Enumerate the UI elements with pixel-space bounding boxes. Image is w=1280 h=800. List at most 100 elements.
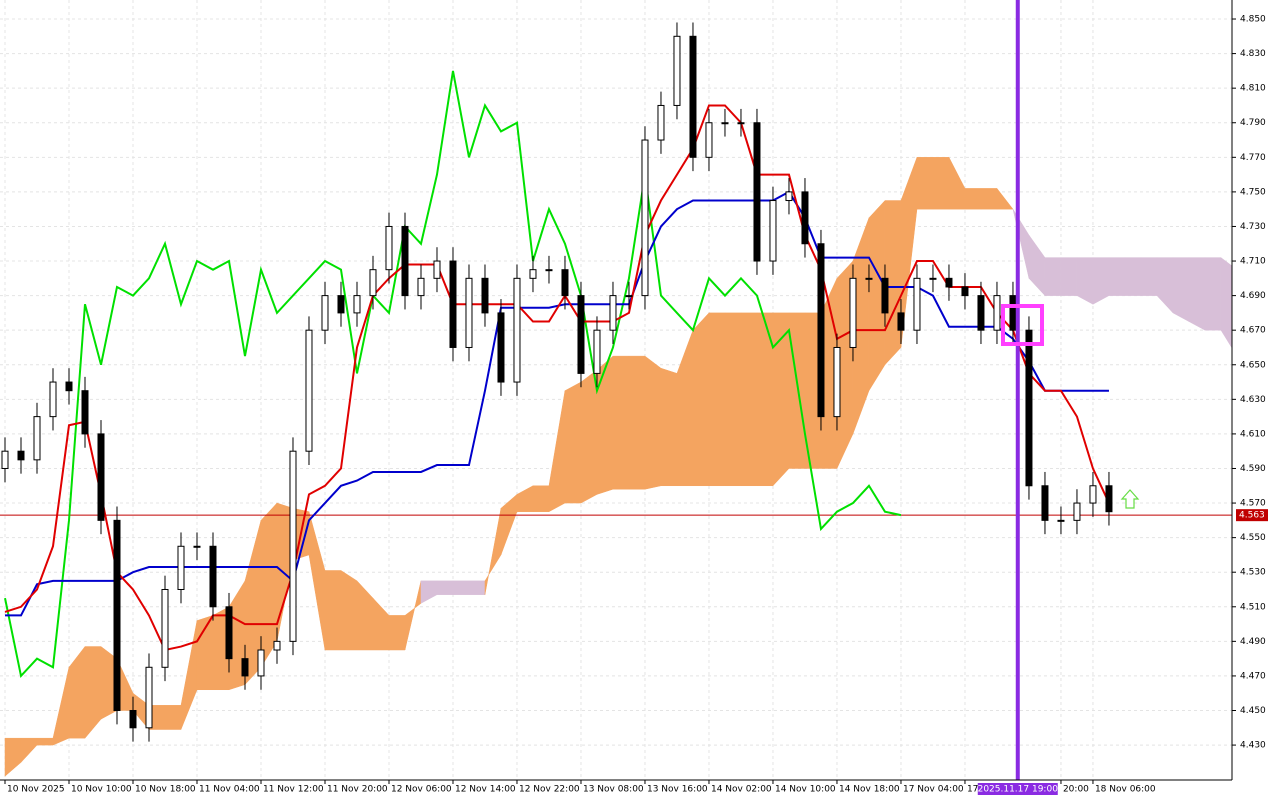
candle-body <box>609 295 617 331</box>
candle-body <box>209 545 217 608</box>
candle-body <box>289 450 297 642</box>
cloud-segment <box>1204 257 1222 331</box>
cloud-segment <box>164 705 182 730</box>
candle-body <box>977 295 985 331</box>
x-tick-label: 20:00 <box>1063 785 1089 795</box>
candle-body <box>945 277 953 288</box>
time-label: 2025.11.17 19:00 <box>978 785 1059 795</box>
price-label: 4.563 <box>1239 511 1265 521</box>
candle-body <box>145 666 153 729</box>
price-label-box <box>1236 509 1268 522</box>
candle-body <box>369 269 377 297</box>
candle-body <box>865 277 873 280</box>
cloud-segment <box>964 188 982 210</box>
candle-body <box>193 545 201 548</box>
x-tick-label: 17 Nov 04:00 <box>903 785 964 795</box>
y-tick-label: 4.550 <box>1240 533 1266 543</box>
y-tick-label: 4.790 <box>1240 118 1266 128</box>
indicator-line <box>4 70 902 679</box>
y-tick-label: 4.830 <box>1240 49 1266 59</box>
y-tick-label: 4.770 <box>1240 153 1266 163</box>
candle-body <box>353 295 361 314</box>
candle-body <box>497 312 505 383</box>
candle-body <box>481 277 489 314</box>
x-tick-label: 11 Nov 12:00 <box>263 785 324 795</box>
cloud-segment <box>932 157 950 210</box>
candle-body <box>849 277 857 348</box>
candle-body <box>81 390 89 435</box>
cloud-segment <box>692 312 710 487</box>
x-tick-label: 12 Nov 14:00 <box>455 785 516 795</box>
candle-body <box>737 122 745 125</box>
y-tick-label: 4.730 <box>1240 222 1266 232</box>
candle-body <box>897 312 905 331</box>
candle-body <box>545 269 553 272</box>
y-tick-label: 4.750 <box>1240 187 1266 197</box>
candle-body <box>721 122 729 125</box>
cloud-segment <box>916 157 934 210</box>
y-tick-label: 4.630 <box>1240 395 1266 405</box>
y-tick-label: 4.690 <box>1240 291 1266 301</box>
candle-body <box>177 545 185 590</box>
candle-body <box>705 122 713 158</box>
cloud-segment <box>1124 257 1142 296</box>
x-tick-label: 10 Nov 2025 <box>7 785 65 795</box>
cloud-segment <box>1108 257 1126 296</box>
cloud-segment <box>660 367 678 487</box>
candle-body <box>577 295 585 374</box>
x-tick-label: 11 Nov 20:00 <box>327 785 388 795</box>
candle-body <box>929 277 937 280</box>
candle-body <box>113 519 121 712</box>
y-tick-label: 4.490 <box>1240 637 1266 647</box>
y-tick-label: 4.570 <box>1240 499 1266 509</box>
cloud-segment <box>1044 257 1062 296</box>
candle-body <box>993 295 1001 331</box>
indicator-line <box>4 190 1109 617</box>
candle-body <box>1073 502 1081 521</box>
candle-body <box>465 277 473 348</box>
y-tick-label: 4.610 <box>1240 429 1266 439</box>
cloud-segment <box>644 355 662 490</box>
cloud-segment <box>1172 257 1190 322</box>
candle-body <box>49 381 57 418</box>
candle-body <box>337 295 345 314</box>
cloud-segment <box>1140 257 1158 296</box>
cloud-segment <box>708 312 726 487</box>
cloud-segment <box>36 737 54 746</box>
cloud-segment <box>996 187 1014 210</box>
cloud-segment <box>1188 257 1206 331</box>
up-arrow <box>1120 489 1140 509</box>
candle-body <box>1009 295 1017 331</box>
candle-body <box>273 640 281 651</box>
candle-body <box>641 139 649 297</box>
y-tick-label: 4.430 <box>1240 741 1266 751</box>
x-tick-label: 17 N <box>967 785 988 795</box>
candle-body <box>913 277 921 331</box>
cloud-segment <box>724 312 742 487</box>
x-tick-label: 13 Nov 16:00 <box>647 785 708 795</box>
candle-body <box>129 710 137 729</box>
candle-body <box>785 191 793 202</box>
candle-body <box>1105 485 1113 513</box>
candle-body <box>257 649 265 677</box>
candle-body <box>881 277 889 314</box>
indicator-line <box>4 104 1110 652</box>
candle-body <box>593 329 601 374</box>
x-tick-label: 14 Nov 18:00 <box>839 785 900 795</box>
highlight-box <box>1001 304 1044 346</box>
cloud-segment <box>628 355 646 490</box>
y-tick-label: 4.810 <box>1240 84 1266 94</box>
cloud-segment <box>340 570 358 651</box>
candle-body <box>33 416 41 461</box>
candle-body <box>529 269 537 279</box>
cloud-segment <box>436 580 454 595</box>
candle-body <box>513 277 521 383</box>
candle-body <box>241 658 249 677</box>
y-tick-label: 4.590 <box>1240 464 1266 474</box>
cloud-segment <box>740 312 758 487</box>
candle-body <box>401 225 409 297</box>
cloud-segment <box>788 312 806 469</box>
cloud-segment <box>388 615 406 651</box>
candle-body <box>97 433 105 521</box>
